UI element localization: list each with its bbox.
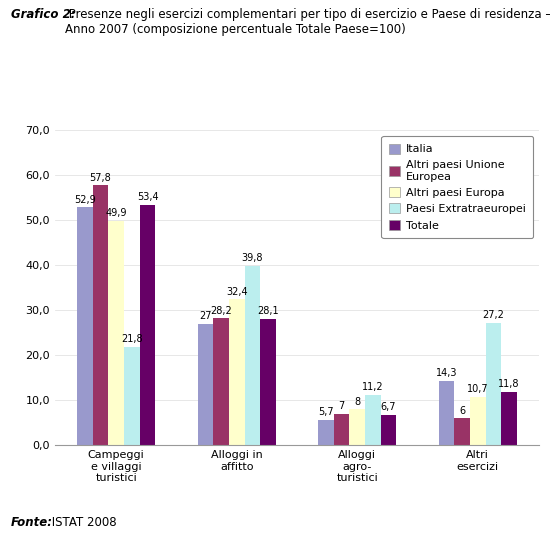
Text: 11,8: 11,8 <box>498 380 520 389</box>
Text: 53,4: 53,4 <box>137 192 158 203</box>
Bar <box>92 185 108 445</box>
Text: 27,2: 27,2 <box>482 310 504 320</box>
Bar <box>439 381 454 445</box>
Text: 10,7: 10,7 <box>467 384 488 394</box>
Bar <box>108 221 124 445</box>
Bar <box>502 392 517 445</box>
Bar <box>140 205 155 445</box>
Text: ISTAT 2008: ISTAT 2008 <box>48 516 117 529</box>
Text: 27: 27 <box>199 311 212 321</box>
Text: 52,9: 52,9 <box>74 194 96 205</box>
Text: Grafico 2:: Grafico 2: <box>11 8 75 21</box>
Text: 28,1: 28,1 <box>257 306 279 316</box>
Text: 5,7: 5,7 <box>318 407 334 417</box>
Bar <box>454 418 470 445</box>
Text: Fonte:: Fonte: <box>11 516 53 529</box>
Text: 32,4: 32,4 <box>226 287 248 297</box>
Text: 14,3: 14,3 <box>436 368 457 378</box>
Text: 7: 7 <box>338 401 345 411</box>
Bar <box>470 397 486 445</box>
Text: 49,9: 49,9 <box>106 208 127 218</box>
Text: 6: 6 <box>459 406 465 415</box>
Text: 28,2: 28,2 <box>210 306 232 315</box>
Bar <box>486 323 502 445</box>
Bar <box>229 300 245 445</box>
Bar <box>124 347 140 445</box>
Bar <box>318 420 334 445</box>
Legend: Italia, Altri paesi Unione
Europea, Altri paesi Europa, Paesi Extratraeuropei, T: Italia, Altri paesi Unione Europea, Altr… <box>381 136 534 238</box>
Text: 57,8: 57,8 <box>90 173 112 182</box>
Bar <box>213 318 229 445</box>
Text: 21,8: 21,8 <box>121 334 142 344</box>
Bar <box>381 415 397 445</box>
Bar <box>245 266 260 445</box>
Bar <box>365 395 381 445</box>
Bar <box>77 207 92 445</box>
Text: 6,7: 6,7 <box>381 402 397 413</box>
Bar <box>197 324 213 445</box>
Text: 11,2: 11,2 <box>362 382 384 392</box>
Text: 8: 8 <box>354 396 360 407</box>
Text: 39,8: 39,8 <box>241 254 263 263</box>
Bar <box>260 319 276 445</box>
Bar <box>334 414 349 445</box>
Text: Presenze negli esercizi complementari per tipo di esercizio e Paese di residenza: Presenze negli esercizi complementari pe… <box>65 8 550 36</box>
Bar <box>349 409 365 445</box>
